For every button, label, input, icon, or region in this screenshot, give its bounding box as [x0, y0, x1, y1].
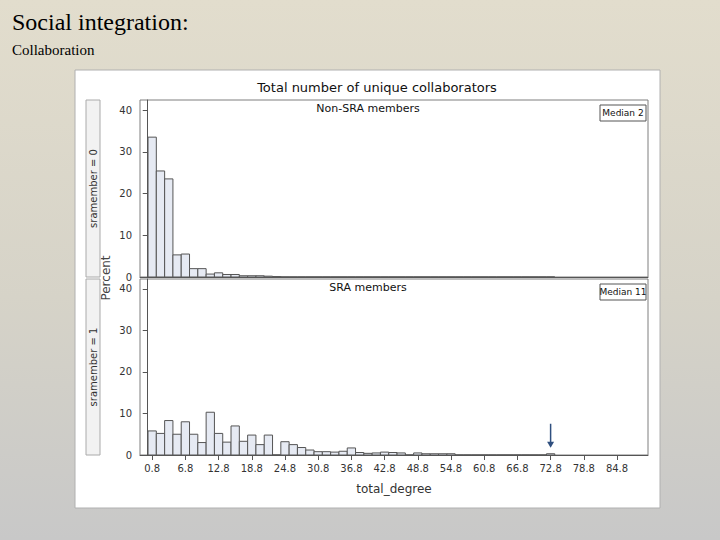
- svg-text:24.8: 24.8: [274, 463, 296, 474]
- svg-text:Percent: Percent: [99, 255, 113, 300]
- svg-text:42.8: 42.8: [373, 463, 395, 474]
- svg-text:total_degree: total_degree: [356, 482, 432, 496]
- svg-text:18.8: 18.8: [241, 463, 263, 474]
- svg-text:20: 20: [119, 366, 132, 377]
- svg-text:72.8: 72.8: [539, 463, 561, 474]
- svg-text:36.8: 36.8: [340, 463, 362, 474]
- svg-text:48.8: 48.8: [407, 463, 429, 474]
- svg-text:Non-SRA members: Non-SRA members: [316, 102, 420, 115]
- svg-text:60.8: 60.8: [473, 463, 495, 474]
- svg-text:sramember = 1: sramember = 1: [88, 328, 99, 407]
- svg-text:sramember = 0: sramember = 0: [88, 149, 99, 228]
- svg-text:40: 40: [119, 283, 132, 294]
- svg-text:0: 0: [126, 450, 132, 461]
- svg-text:54.8: 54.8: [440, 463, 462, 474]
- svg-text:Collaboration: Collaboration: [12, 42, 95, 58]
- svg-text:40: 40: [119, 105, 132, 116]
- svg-text:Median 2: Median 2: [602, 108, 643, 118]
- svg-text:84.8: 84.8: [606, 463, 628, 474]
- svg-text:78.8: 78.8: [573, 463, 595, 474]
- svg-text:6.8: 6.8: [177, 463, 193, 474]
- svg-text:30: 30: [119, 146, 132, 157]
- svg-text:SRA members: SRA members: [329, 281, 407, 294]
- svg-text:Social integration:: Social integration:: [12, 9, 189, 35]
- svg-text:30: 30: [119, 325, 132, 336]
- svg-text:0.8: 0.8: [144, 463, 160, 474]
- svg-text:Total number of unique collabo: Total number of unique collaborators: [256, 80, 497, 95]
- svg-text:10: 10: [119, 408, 132, 419]
- svg-text:Median 11: Median 11: [599, 287, 646, 297]
- svg-text:30.8: 30.8: [307, 463, 329, 474]
- svg-text:0: 0: [126, 272, 132, 283]
- svg-text:12.8: 12.8: [207, 463, 229, 474]
- svg-text:20: 20: [119, 188, 132, 199]
- svg-text:66.8: 66.8: [506, 463, 528, 474]
- svg-text:10: 10: [119, 230, 132, 241]
